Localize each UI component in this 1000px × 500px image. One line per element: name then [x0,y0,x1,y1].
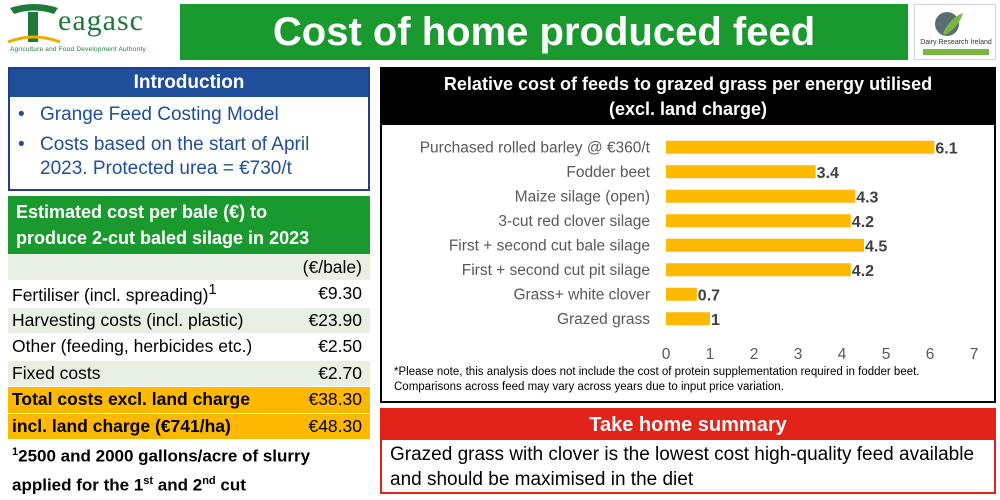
bar [666,189,856,203]
category-label: First + second cut pit silage [462,262,650,279]
bar [666,140,935,154]
bullet-icon: • [18,134,25,155]
bar [666,238,864,252]
data-label: 4.5 [865,238,887,255]
summary-box: Take home summary Grazed grass with clov… [380,408,996,494]
bullet-icon: • [18,104,25,125]
x-tick-label: 1 [706,346,715,363]
dairy-leaf-icon [935,12,963,36]
data-label: 4.3 [856,189,878,206]
cost-table-heading: Estimated cost per bale (€) to produce 2… [8,196,370,254]
summary-heading: Take home summary [382,410,994,440]
x-tick-label: 0 [662,346,671,363]
category-label: 3-cut red clover silage [498,213,650,230]
introduction-list: • Grange Feed Costing Model • Costs based … [10,97,368,181]
summary-text: Grazed grass with clover is the lowest c… [390,444,975,490]
category-label: First + second cut bale silage [449,237,650,254]
introduction-box: Introduction • Grange Feed Costing Model … [8,67,370,191]
table-row: (€/bale) [8,254,370,281]
x-tick-label: 7 [970,346,979,363]
intro-bullet: • Grange Feed Costing Model [18,104,279,125]
introduction-heading: Introduction [10,69,368,97]
x-tick-label: 3 [794,346,803,363]
category-label: Fodder beet [566,164,650,181]
unit-header: (€/bale) [290,254,370,281]
x-tick-label: 6 [926,346,935,363]
bar [666,312,710,326]
data-label: 4.2 [852,214,874,231]
data-label: 3.4 [817,165,839,182]
logo-wordmark: eagasc [58,4,144,37]
bar [666,214,851,228]
feed-cost-bar-chart: Purchased rolled barley @ €360/t 6.1 Fodde… [420,139,979,363]
chart-panel: Relative cost of feeds to grazed grass p… [380,67,996,403]
data-label: 6.1 [935,140,957,157]
table-row-total: Total costs excl. land charge €38.30 [8,386,370,414]
chart-heading: Relative cost of feeds to grazed grass p… [382,69,994,125]
cost-table: (€/bale) Fertiliser (incl. spreading)1 €… [8,254,370,440]
chart-note: *Please note, this analysis does not inc… [394,366,920,393]
x-tick-label: 4 [838,346,847,363]
data-label: 1 [711,312,720,329]
category-label: Purchased rolled barley @ €360/t [420,139,651,156]
logo-subtitle: Agriculture and Food Development Authori… [10,46,146,53]
table-row: Other (feeding, herbicides etc.) €2.50 [8,333,370,361]
cost-footnote: 12500 and 2000 gallons/acre of slurry ap… [12,446,311,495]
category-label: Grazed grass [557,311,650,328]
data-label: 0.7 [698,287,720,304]
table-row: Fertiliser (incl. spreading)1 €9.30 [8,280,370,308]
dairy-research-logo: Dairy Research Ireland [914,4,996,60]
bar [666,165,816,179]
teagasc-logo: eagasc Agriculture and Food Development … [6,2,176,60]
teagasc-mark-icon [7,4,61,44]
data-label: 4.2 [852,263,874,280]
table-row-total-land: incl. land charge (€741/ha) €48.30 [8,413,370,440]
x-tick-label: 5 [882,346,891,363]
category-label: Maize silage (open) [515,188,650,205]
page-title: Cost of home produced feed [180,4,908,60]
logo-right-bar [923,49,989,55]
x-tick-label: 2 [750,346,759,363]
category-label: Grass+ white clover [513,286,650,303]
bar [666,287,697,301]
logo-right-text: Dairy Research Ireland [920,39,992,46]
bar [666,263,851,277]
table-row: Harvesting costs (incl. plastic) €23.90 [8,307,370,334]
intro-bullet: • Costs based on the start of April 2023.… [18,134,310,179]
table-row: Fixed costs €2.70 [8,360,370,387]
